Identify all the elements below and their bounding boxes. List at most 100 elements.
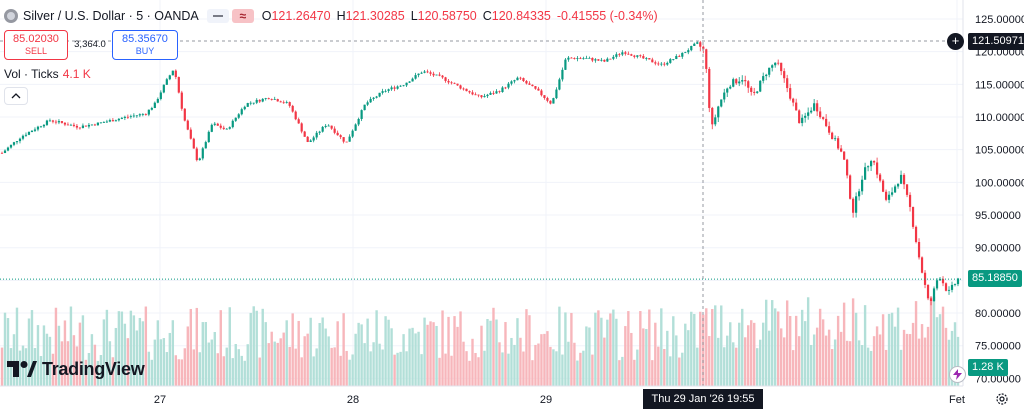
candle-body	[768, 67, 771, 75]
volume-bar	[941, 306, 945, 386]
volume-bar	[570, 312, 573, 386]
y-tick-label: 105.00000	[975, 145, 1024, 157]
volume-bar	[147, 351, 151, 386]
add-alert-icon[interactable]: +	[947, 33, 964, 50]
candle-body	[282, 102, 285, 104]
candle-body	[696, 42, 699, 44]
volume-bar	[687, 330, 690, 386]
candle-body	[3, 150, 7, 153]
volume-bar	[636, 349, 639, 386]
volume-bar	[750, 320, 753, 386]
price-axis[interactable]: 125.00000120.00000115.00000110.00000105.…	[962, 0, 1024, 386]
volume-bar	[33, 348, 37, 386]
volume-bar	[213, 332, 216, 386]
candle-body	[342, 137, 345, 142]
candle-body	[303, 131, 306, 137]
volume-bar	[531, 360, 534, 386]
compare-icon[interactable]: ≈	[231, 9, 254, 23]
candle-body	[759, 80, 762, 92]
volume-bar	[648, 309, 651, 386]
volume-bar	[830, 349, 834, 386]
candle-body	[935, 280, 939, 289]
buy-button[interactable]: 85.35670 BUY	[112, 30, 178, 60]
volume-bar	[63, 320, 67, 386]
volume-bar	[753, 322, 756, 386]
candle-body	[273, 99, 276, 100]
volume-bar	[162, 338, 166, 386]
y-tick-label: 110.00000	[975, 112, 1024, 124]
volume-bar	[630, 332, 633, 386]
buy-label: BUY	[135, 46, 155, 56]
volume-bar	[779, 328, 783, 386]
volume-bar	[378, 343, 381, 386]
candle-body	[525, 81, 528, 84]
volume-bar	[186, 326, 190, 386]
candle-body	[711, 107, 714, 125]
volume-bar	[591, 354, 594, 386]
volume-bar	[15, 307, 19, 386]
candle-body	[789, 88, 792, 99]
lightning-icon[interactable]	[949, 366, 966, 383]
candle-body	[627, 53, 630, 55]
candle-body	[546, 97, 549, 101]
volume-bar	[237, 349, 240, 386]
candle-body	[549, 100, 552, 104]
buy-price: 85.35670	[122, 33, 168, 45]
candle-body	[810, 110, 813, 113]
sell-price: 85.02030	[13, 33, 59, 45]
volume-bar	[411, 327, 414, 386]
volume-bar	[141, 321, 145, 386]
volume-bar	[132, 315, 136, 386]
candle-body	[219, 125, 222, 128]
candle-body	[798, 110, 801, 124]
volume-bar	[878, 334, 882, 386]
volume-bar	[234, 344, 237, 386]
candle-body	[270, 99, 273, 100]
candle-body	[468, 91, 471, 93]
volume-bar	[393, 354, 396, 386]
volume-bar	[372, 342, 375, 386]
x-tick-label: 29	[540, 394, 552, 406]
gear-icon[interactable]	[995, 392, 1009, 406]
time-axis[interactable]: 27 28 29 Fet	[0, 385, 965, 406]
volume-bar	[543, 333, 546, 386]
candle-body	[288, 102, 291, 106]
volume-bar	[96, 360, 100, 386]
volume-bar	[366, 318, 369, 386]
candle-body	[720, 99, 723, 107]
candle-body	[753, 91, 756, 93]
volume-bar	[516, 318, 519, 386]
volume-bar	[699, 311, 702, 386]
collapse-legend-button[interactable]	[4, 87, 28, 105]
volume-bar	[204, 322, 207, 386]
candle-body	[837, 138, 840, 149]
volume-bar	[240, 355, 243, 386]
candle-body	[501, 87, 504, 93]
volume-bar	[884, 349, 888, 386]
candle-body	[687, 50, 690, 53]
hide-series-button[interactable]	[206, 9, 229, 23]
candle-body	[489, 92, 492, 95]
candle-body	[285, 102, 288, 103]
volume-bar	[12, 334, 16, 386]
volume-bar	[99, 355, 103, 386]
volume-bar	[261, 308, 264, 386]
candle-body	[816, 103, 819, 112]
candle-body	[474, 94, 477, 96]
tradingview-logo[interactable]: TradingView	[7, 358, 145, 380]
volume-bar	[483, 350, 486, 386]
candle-body	[33, 129, 37, 131]
volume-legend[interactable]: Vol · Ticks 4.1 K	[4, 67, 91, 81]
volume-bar	[923, 337, 927, 386]
sell-button[interactable]: 85.02030 SELL	[4, 30, 68, 60]
volume-bar	[842, 302, 846, 386]
volume-bar	[534, 344, 537, 386]
symbol-title[interactable]: Silver / U.S. Dollar · 5 · OANDA	[23, 9, 199, 23]
spread-value: 3,364.0	[74, 39, 106, 50]
candle-body	[243, 106, 246, 110]
volume-bar	[252, 306, 255, 386]
candle-body	[846, 159, 849, 176]
candle-body	[513, 80, 516, 82]
volume-bar	[717, 337, 720, 386]
